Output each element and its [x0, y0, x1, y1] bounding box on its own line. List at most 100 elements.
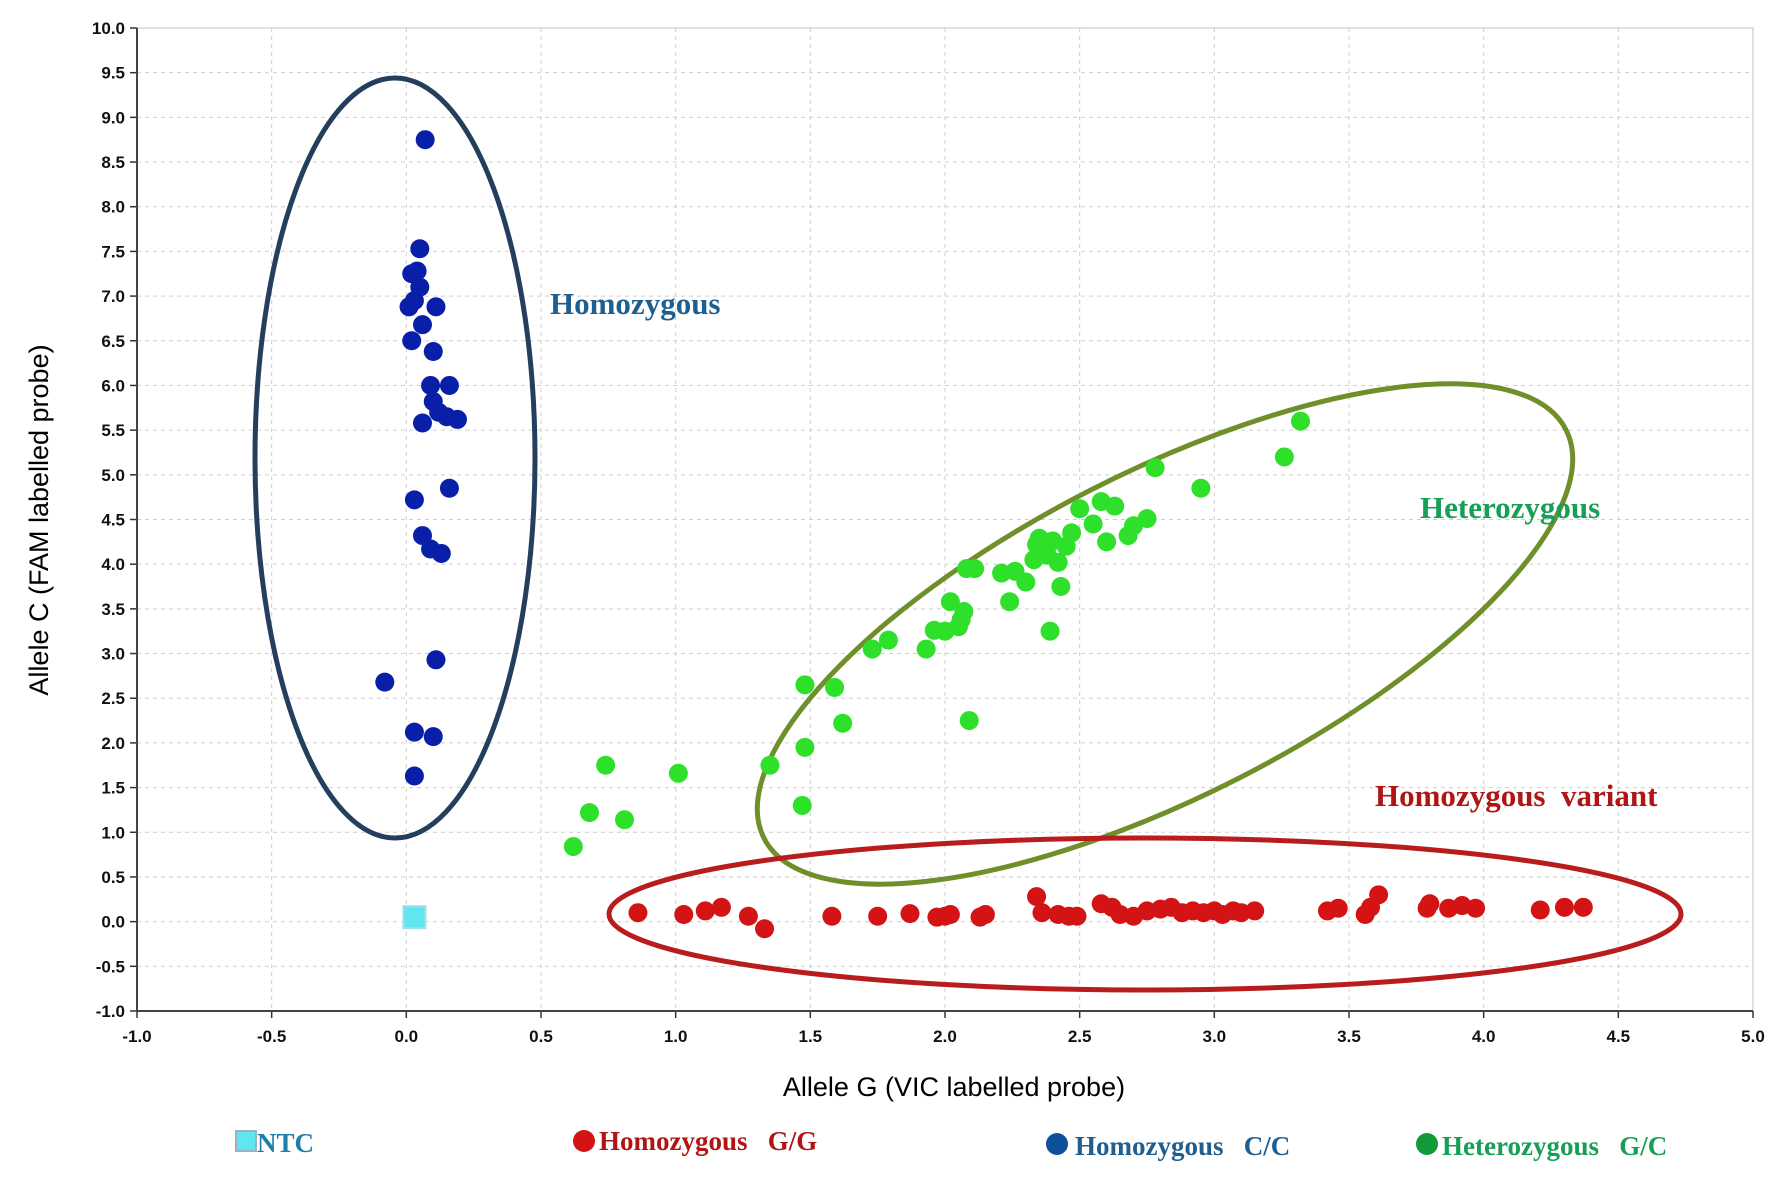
point-homozygous-g-g: [1466, 898, 1486, 918]
point-homozygous-c-c: [426, 650, 446, 670]
point-homozygous-c-c: [439, 375, 459, 395]
y-tick-label: 7.0: [101, 287, 125, 306]
y-axis-title: Allele C (FAM labelled probe): [24, 344, 54, 695]
point-homozygous-c-c: [448, 409, 468, 429]
y-tick-label: 9.0: [101, 108, 125, 127]
point-ntc: [402, 905, 427, 930]
y-tick-label: 10.0: [92, 19, 125, 38]
point-homozygous-c-c: [404, 490, 424, 510]
point-homozygous-g-g: [1328, 898, 1348, 918]
point-homozygous-c-c: [404, 766, 424, 786]
point-heterozygous-g-c: [878, 630, 898, 650]
point-heterozygous-g-c: [1070, 499, 1090, 519]
legend-label-heterozygous-gc: Heterozygous G/C: [1442, 1131, 1667, 1161]
point-homozygous-g-g: [628, 903, 648, 923]
annotation-heterozygous: Heterozygous: [1420, 490, 1600, 525]
point-heterozygous-g-c: [795, 675, 815, 695]
x-tick-label: 2.5: [1068, 1027, 1092, 1046]
point-homozygous-g-g: [822, 906, 842, 926]
point-homozygous-c-c: [423, 341, 443, 361]
point-heterozygous-g-c: [825, 678, 845, 698]
point-heterozygous-g-c: [916, 639, 936, 659]
y-tick-label: 8.0: [101, 198, 125, 217]
point-heterozygous-g-c: [959, 711, 979, 731]
point-homozygous-g-g: [975, 904, 995, 924]
point-heterozygous-g-c: [1051, 577, 1071, 597]
point-heterozygous-g-c: [1274, 447, 1294, 467]
x-tick-label: -0.5: [257, 1027, 286, 1046]
point-homozygous-g-g: [711, 897, 731, 917]
point-homozygous-c-c: [439, 478, 459, 498]
point-heterozygous-g-c: [965, 559, 985, 579]
point-homozygous-c-c: [410, 239, 430, 259]
point-heterozygous-g-c: [833, 713, 853, 733]
point-homozygous-g-g: [1245, 901, 1265, 921]
y-tick-label: 6.5: [101, 332, 125, 351]
point-homozygous-c-c: [415, 130, 435, 150]
x-tick-label: 1.0: [664, 1027, 688, 1046]
annotation-homozygous: Homozygous: [550, 286, 721, 321]
point-heterozygous-g-c: [596, 755, 616, 775]
x-tick-label: 4.5: [1607, 1027, 1631, 1046]
point-heterozygous-g-c: [1191, 478, 1211, 498]
point-heterozygous-g-c: [1105, 496, 1125, 516]
y-tick-labels: -1.0 -0.5 0.0 0.5 1.0 1.5 2.0 2.5 3.0 3.5 4.0 4.5 5.…: [92, 19, 125, 1021]
x-tick-label: 3.5: [1337, 1027, 1361, 1046]
point-homozygous-c-c: [402, 331, 422, 351]
legend-label-homozygous-gg: Homozygous G/G: [599, 1126, 817, 1156]
y-tick-label: 1.0: [101, 823, 125, 842]
y-tick-label: 8.5: [101, 153, 125, 172]
legend-marker-ntc: [235, 1130, 257, 1152]
point-homozygous-g-g: [868, 906, 888, 926]
x-tick-label: 2.0: [933, 1027, 957, 1046]
point-heterozygous-g-c: [1016, 572, 1036, 592]
point-heterozygous-g-c: [862, 639, 882, 659]
point-homozygous-g-g: [1369, 885, 1389, 905]
y-tick-label: 2.5: [101, 689, 125, 708]
point-homozygous-g-g: [755, 919, 775, 939]
point-homozygous-g-g: [674, 904, 694, 924]
point-homozygous-g-g: [1573, 897, 1593, 917]
point-heterozygous-g-c: [760, 755, 780, 775]
y-tick-label: 0.0: [101, 913, 125, 932]
point-homozygous-c-c: [426, 297, 446, 317]
point-heterozygous-g-c: [1062, 523, 1082, 543]
legend-label-ntc: NTC: [257, 1128, 314, 1158]
point-heterozygous-g-c: [1083, 514, 1103, 534]
x-axis-title: Allele G (VIC labelled probe): [783, 1072, 1125, 1102]
y-tick-label: 4.5: [101, 511, 125, 530]
x-tick-label: 3.0: [1203, 1027, 1227, 1046]
x-tick-labels: -1.0 -0.5 0.0 0.5 1.0 1.5 2.0 2.5 3.0 3.5 4.0 4.5 5.…: [122, 1027, 1764, 1046]
point-homozygous-g-g: [1530, 900, 1550, 920]
y-tick-label: 6.0: [101, 376, 125, 395]
point-homozygous-g-g: [695, 901, 715, 921]
point-heterozygous-g-c: [668, 763, 688, 783]
point-heterozygous-g-c: [1040, 621, 1060, 641]
y-tick-label: 0.5: [101, 868, 125, 887]
point-homozygous-g-g: [1554, 897, 1574, 917]
annotation-homozygous-variant: Homozygous variant: [1375, 778, 1658, 813]
y-tick-label: -1.0: [96, 1002, 125, 1021]
point-homozygous-g-g: [1032, 903, 1052, 923]
point-heterozygous-g-c: [792, 795, 812, 815]
x-tick-label: -1.0: [122, 1027, 151, 1046]
point-homozygous-c-c: [421, 375, 441, 395]
point-homozygous-g-g: [940, 904, 960, 924]
legend-marker-homozygous-gg: [573, 1130, 595, 1152]
x-tick-label: 0.0: [395, 1027, 419, 1046]
legend: NTC Homozygous G/G Homozygous C/C Hetero…: [235, 1126, 1667, 1161]
point-homozygous-g-g: [1027, 887, 1047, 907]
point-homozygous-c-c: [399, 297, 419, 317]
point-homozygous-g-g: [1067, 906, 1087, 926]
data-points: [375, 130, 1593, 939]
point-homozygous-c-c: [431, 543, 451, 563]
point-heterozygous-g-c: [1048, 552, 1068, 572]
point-heterozygous-g-c: [1291, 411, 1311, 431]
homozygous-cc-cluster-ellipse: [252, 75, 538, 841]
point-homozygous-g-g: [1420, 894, 1440, 914]
legend-marker-homozygous-cc: [1046, 1133, 1068, 1155]
point-heterozygous-g-c: [1000, 592, 1020, 612]
point-heterozygous-g-c: [1137, 509, 1157, 529]
y-tick-label: 2.0: [101, 734, 125, 753]
